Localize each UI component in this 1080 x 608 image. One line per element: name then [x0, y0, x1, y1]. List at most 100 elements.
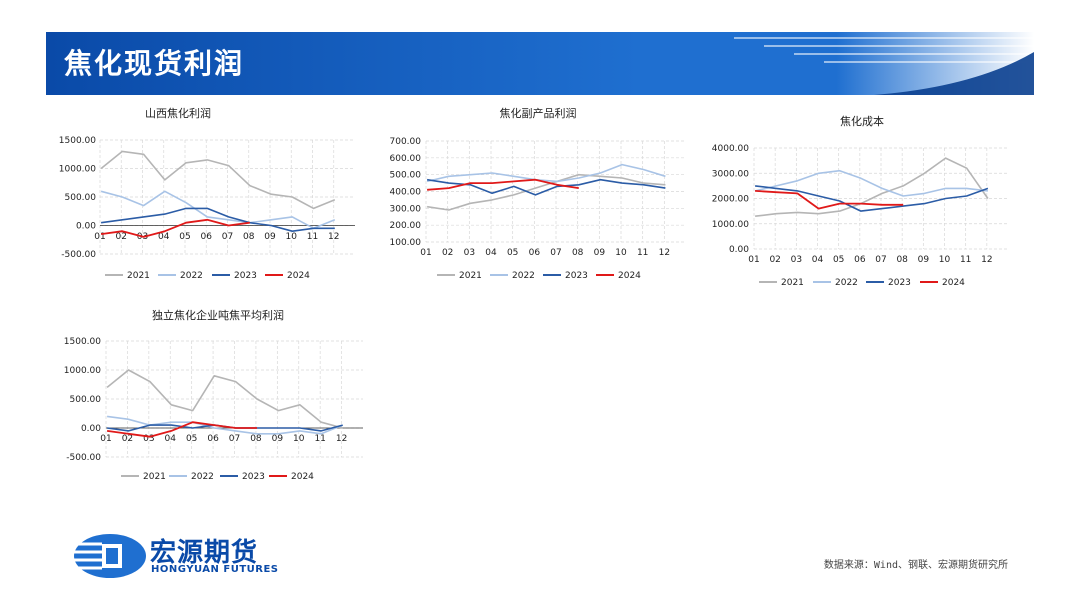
legend-entry: 2023	[242, 472, 265, 482]
x-tick-label: 08	[572, 248, 584, 258]
x-tick-label: 08	[243, 232, 255, 242]
y-tick-label: 4000.00	[712, 144, 749, 154]
series-line-2023	[755, 185, 989, 212]
legend-entry: 2023	[565, 271, 588, 281]
x-tick-label: 01	[100, 434, 111, 444]
x-tick-label: 04	[165, 434, 177, 444]
y-tick-label: 600.00	[390, 154, 422, 164]
legend-entry: 2021	[127, 271, 150, 281]
x-tick-label: 09	[272, 434, 284, 444]
x-tick-label: 11	[960, 255, 971, 265]
legend-entry: 2024	[942, 278, 965, 288]
x-tick-label: 09	[594, 248, 606, 258]
x-tick-label: 04	[812, 255, 824, 265]
x-tick-label: 02	[122, 434, 133, 444]
x-tick-label: 01	[94, 232, 105, 242]
x-tick-label: 01	[420, 248, 431, 258]
legend-entry: 2024	[291, 472, 314, 482]
x-tick-label: 03	[143, 434, 154, 444]
x-tick-label: 07	[875, 255, 886, 265]
y-tick-label: 1000.00	[712, 220, 749, 230]
x-tick-label: 07	[222, 232, 233, 242]
x-tick-label: 02	[116, 232, 127, 242]
legend-entry: 2022	[191, 472, 214, 482]
x-tick-label: 03	[791, 255, 802, 265]
y-tick-label: -500.00	[66, 453, 101, 463]
y-tick-label: 500.00	[390, 171, 422, 181]
x-tick-label: 10	[615, 248, 627, 258]
legend-entry: 2023	[234, 271, 257, 281]
series-line-2021	[426, 173, 666, 211]
chart-panel-4: 独立焦化企业吨焦平均利润 1500.00 1000.00 500.00 0.00 -500…	[64, 308, 363, 482]
legend-entry: 2022	[835, 278, 858, 288]
x-tick-label: 06	[854, 255, 866, 265]
y-tick-label: 3000.00	[712, 169, 749, 179]
series-line-2022	[426, 163, 666, 183]
data-source-note: 数据来源：Wind、钢联、宏源期货研究所	[823, 560, 1008, 571]
x-tick-label: 09	[264, 232, 276, 242]
x-tick-label: 12	[981, 255, 992, 265]
legend-entry: 2021	[143, 472, 166, 482]
legend-entry: 2021	[459, 271, 482, 281]
x-tick-label: 03	[464, 248, 475, 258]
x-tick-label: 10	[939, 255, 951, 265]
chart-title: 山西焦化利润	[145, 106, 211, 120]
y-tick-label: 300.00	[390, 204, 422, 214]
y-tick-label: 1000.00	[59, 165, 96, 175]
x-tick-label: 07	[550, 248, 561, 258]
logo-text-cn: 宏源期货	[150, 538, 259, 568]
page-title: 焦化现货利润	[64, 47, 245, 80]
legend-entry: 2021	[781, 278, 804, 288]
series-line-2024	[106, 421, 257, 438]
series-line-2023	[100, 207, 335, 232]
chart-title: 焦化副产品利润	[500, 106, 577, 120]
x-tick-label: 07	[229, 434, 240, 444]
chart-title: 焦化成本	[840, 114, 884, 128]
x-tick-label: 11	[314, 434, 325, 444]
series-line-2021	[755, 157, 989, 217]
chart-panel-2: 焦化副产品利润 700.00 600.00 500.00 400.00 300.00 200…	[390, 106, 686, 281]
y-tick-label: 400.00	[390, 188, 422, 198]
x-tick-label: 02	[769, 255, 780, 265]
y-tick-label: 0.00	[81, 424, 101, 434]
x-tick-label: 12	[336, 434, 347, 444]
y-tick-label: 500.00	[65, 193, 97, 203]
x-tick-label: 01	[748, 255, 759, 265]
x-tick-label: 08	[896, 255, 908, 265]
hongyuan-logo-icon	[74, 534, 146, 578]
legend-entry: 2022	[180, 271, 203, 281]
y-tick-label: 500.00	[70, 395, 102, 405]
x-tick-label: 10	[286, 232, 298, 242]
legend-entry: 2022	[512, 271, 535, 281]
x-tick-label: 11	[307, 232, 318, 242]
x-tick-label: 04	[158, 232, 170, 242]
legend-entry: 2023	[888, 278, 911, 288]
y-tick-label: 200.00	[390, 221, 422, 231]
x-tick-label: 05	[507, 248, 518, 258]
series-line-2024	[755, 190, 904, 210]
y-tick-label: 1500.00	[64, 337, 101, 347]
series-line-2021	[100, 150, 336, 210]
x-tick-label: 09	[918, 255, 930, 265]
x-tick-label: 04	[485, 248, 497, 258]
y-tick-label: 0.00	[729, 245, 749, 255]
x-tick-label: 11	[637, 248, 648, 258]
x-tick-label: 05	[186, 434, 197, 444]
x-tick-label: 12	[659, 248, 670, 258]
legend-entry: 2024	[287, 271, 310, 281]
logo-text-en: HONGYUAN FUTURES	[151, 564, 279, 575]
banner-stripes	[734, 37, 1034, 95]
x-tick-label: 06	[201, 232, 213, 242]
y-tick-label: 700.00	[390, 137, 422, 147]
header-banner: 焦化现货利润	[46, 32, 1034, 95]
y-tick-label: 0.00	[76, 222, 96, 232]
chart-title: 独立焦化企业吨焦平均利润	[152, 308, 284, 322]
series-line-2022	[100, 190, 336, 230]
x-tick-label: 10	[293, 434, 305, 444]
series-line-2022	[106, 415, 344, 435]
x-tick-label: 05	[833, 255, 844, 265]
series-line-2024	[100, 218, 250, 238]
y-tick-label: 1000.00	[64, 366, 101, 376]
